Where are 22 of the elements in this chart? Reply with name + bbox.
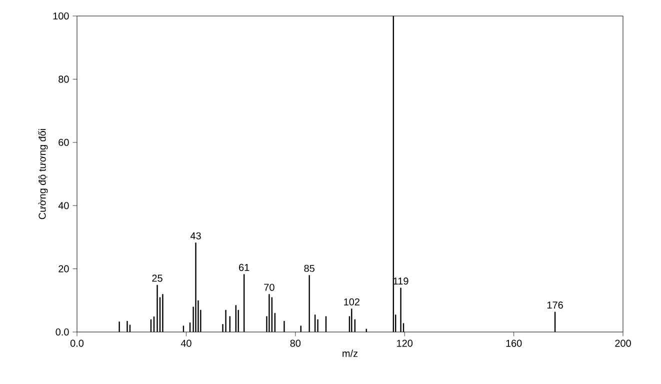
annotation: 85 <box>304 264 314 272</box>
annotation: 25 <box>152 274 162 282</box>
y-tick-label: 100 <box>53 12 69 20</box>
annotation: 43 <box>190 232 201 240</box>
annotation: 176 <box>547 302 563 309</box>
y-tick-label: 0.0 <box>56 328 69 336</box>
x-tick-label: 40 <box>180 340 192 347</box>
y-axis-title: Cường độ tương đối <box>38 129 48 220</box>
y-tick-label: 80 <box>58 76 69 83</box>
x-tick-label: 80 <box>290 340 301 347</box>
y-tick-label: 40 <box>58 202 69 210</box>
annotation: 102 <box>344 298 360 306</box>
x-tick-label: 0.0 <box>70 340 84 347</box>
annotation: 119 <box>394 278 408 285</box>
annotation: 70 <box>264 284 274 291</box>
annotation: 61 <box>239 264 250 271</box>
y-tick-label: 60 <box>58 138 69 146</box>
x-tick-label: 200 <box>615 340 631 347</box>
x-tick-label: 120 <box>397 340 413 347</box>
x-tick-label: 160 <box>506 340 522 347</box>
y-tick-label: 20 <box>58 265 69 272</box>
x-axis-title: m/z <box>342 350 358 357</box>
